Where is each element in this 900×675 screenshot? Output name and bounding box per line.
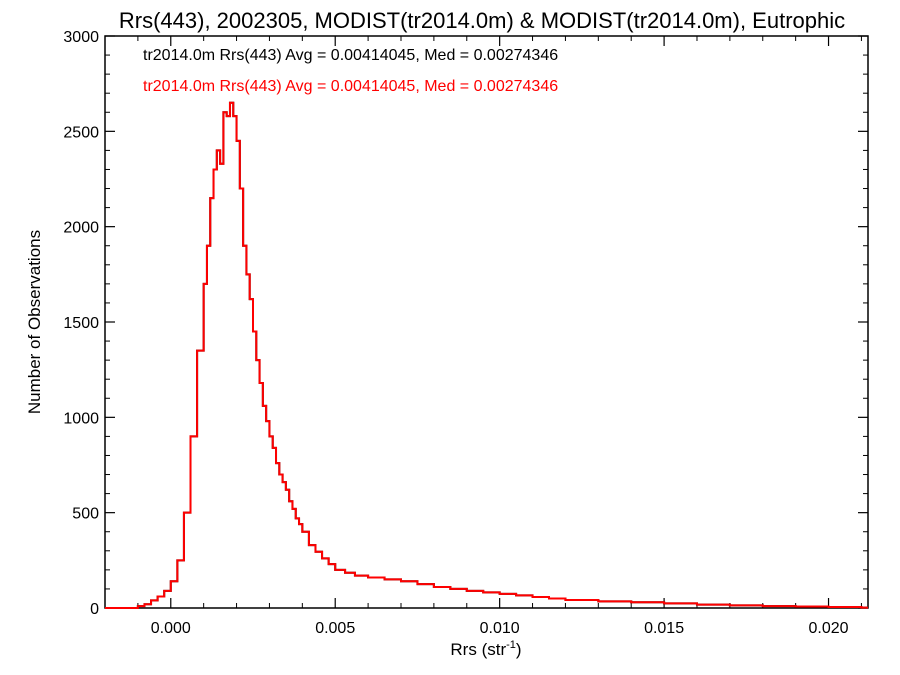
x-axis-label: Rrs (str-1) (450, 639, 521, 659)
x-tick-label: 0.020 (809, 620, 849, 637)
y-tick-label: 2000 (63, 220, 99, 237)
x-tick-label: 0.010 (480, 620, 520, 637)
series-line-black (105, 101, 868, 609)
x-axis-label-superscript: -1 (506, 639, 516, 651)
series-layer (105, 101, 868, 609)
x-tick-label: 0.005 (315, 620, 355, 637)
y-tick-label: 1000 (63, 410, 99, 427)
series-line-red (105, 101, 868, 609)
plot-border (104, 35, 869, 609)
y-tick-label: 2500 (63, 124, 99, 141)
plot-area (104, 35, 869, 609)
legend-entry-black: tr2014.0m Rrs(443) Avg = 0.00414045, Med… (143, 47, 558, 64)
legend-entry-red: tr2014.0m Rrs(443) Avg = 0.00414045, Med… (143, 78, 558, 95)
chart-title: Rrs(443), 2002305, MODIST(tr2014.0m) & M… (119, 8, 845, 33)
y-axis-label: Number of Observations (25, 230, 44, 414)
x-tick-label: 0.015 (644, 620, 684, 637)
legend: tr2014.0m Rrs(443) Avg = 0.00414045, Med… (143, 47, 558, 95)
x-axis-label-close: ) (516, 640, 522, 659)
y-tick-label: 500 (72, 506, 99, 523)
y-tick-label: 0 (90, 601, 99, 618)
y-axis: 0 500 1000 1500 2000 2500 3000 (63, 29, 868, 618)
x-tick-label: 0.000 (151, 620, 191, 637)
y-tick-label: 1500 (63, 315, 99, 332)
y-tick-label: 3000 (63, 29, 99, 46)
x-axis-label-base: Rrs (str (450, 640, 506, 659)
x-axis: 0.000 0.005 0.010 0.015 0.020 (104, 36, 862, 637)
